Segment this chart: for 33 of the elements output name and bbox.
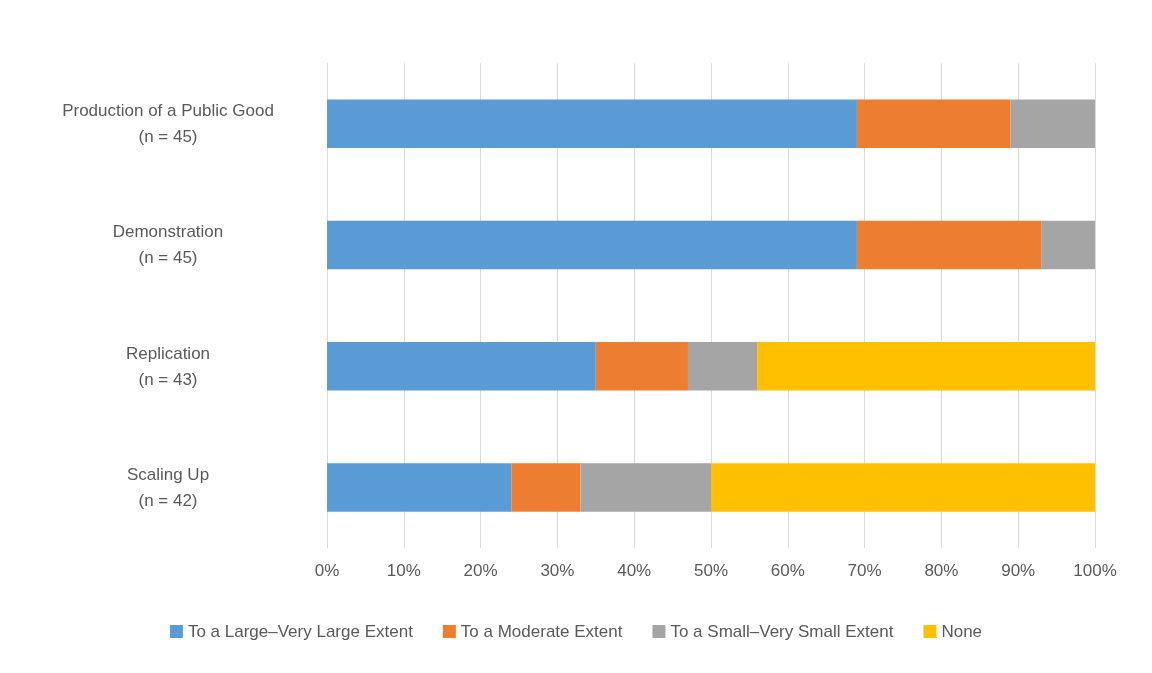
bar	[856, 220, 1042, 270]
bar	[327, 99, 857, 148]
bar	[1010, 99, 1095, 148]
bar	[327, 463, 512, 512]
x-tick-label: 50%	[693, 561, 729, 580]
legend-label: To a Small–Very Small Extent	[670, 622, 894, 641]
bar	[1041, 220, 1095, 270]
bar	[757, 341, 1095, 391]
y-tick-label: Demonstration (n = 45)	[112, 222, 224, 268]
y-tick-label: Replication (n = 43)	[125, 343, 211, 389]
x-tick-label: 40%	[617, 561, 652, 580]
x-tick-label: 30%	[540, 561, 575, 580]
bar	[511, 463, 581, 512]
bar	[327, 220, 857, 270]
x-tick-label: 90%	[1001, 561, 1036, 580]
x-tick-label: 80%	[924, 561, 959, 580]
bar	[687, 341, 758, 391]
bar	[856, 99, 1011, 148]
x-tick-label: 60%	[770, 561, 805, 580]
legend-label: To a Large–Very Large Extent	[187, 622, 414, 641]
x-tick-label: 70%	[847, 561, 882, 580]
bar	[327, 341, 596, 391]
bar	[595, 341, 688, 391]
y-tick-label: Scaling Up (n = 42)	[126, 464, 210, 510]
bar	[580, 463, 711, 512]
x-tick-label: 0%	[314, 561, 340, 580]
legend-label: To a Moderate Extent	[460, 622, 623, 641]
bar	[711, 463, 1095, 512]
x-tick-label: 20%	[463, 561, 498, 580]
y-tick-label: Production of a Public Good (n = 45)	[62, 101, 274, 147]
legend-label: None	[941, 622, 983, 641]
x-tick-label: 10%	[386, 561, 421, 580]
x-tick-label: 100%	[1073, 561, 1117, 580]
